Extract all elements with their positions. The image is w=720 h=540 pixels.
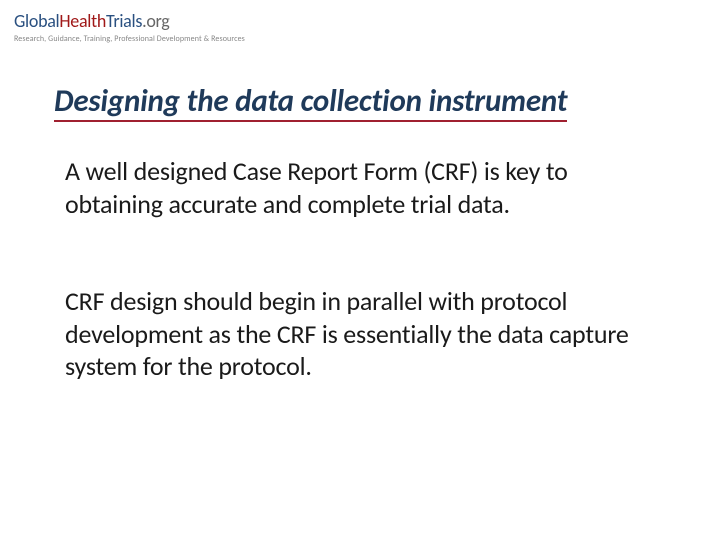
logo-tagline: Research, Guidance, Training, Profession… [14,34,245,44]
slide-title: Designing the data collection instrument [54,82,567,120]
logo-text: GlobalHealthTrials.org [14,10,245,32]
slide-body: A well designed Case Report Form (CRF) i… [65,155,655,383]
logo-word-global: Global [14,10,59,32]
paragraph-1: A well designed Case Report Form (CRF) i… [65,155,655,220]
logo-word-health: Health [59,10,106,32]
logo-word-trials: Trials [106,10,142,32]
logo-word-org: .org [142,10,169,32]
slide-title-text: Designing the data collection instrument [54,82,567,122]
logo-block: GlobalHealthTrials.org Research, Guidanc… [14,10,245,44]
paragraph-2: CRF design should begin in parallel with… [65,285,655,383]
